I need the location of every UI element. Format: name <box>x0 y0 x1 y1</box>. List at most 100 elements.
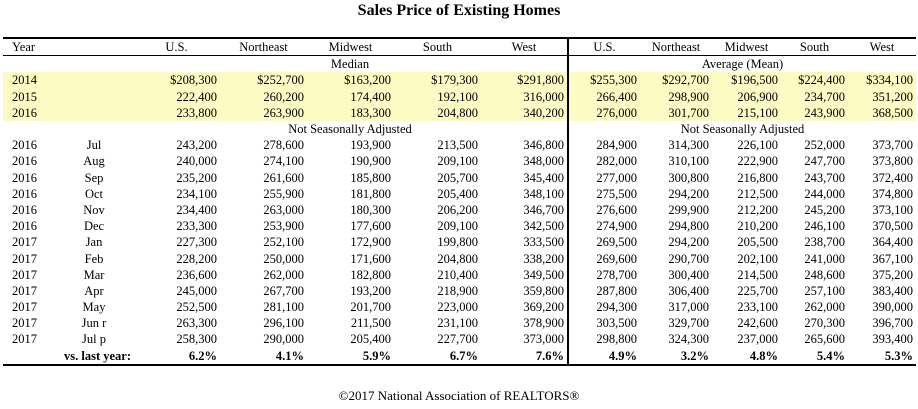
table-cell: 275,500 <box>596 186 637 201</box>
annual-row: 2015 222,400 260,200 174,400 192,100 316,000 2… <box>3 88 916 105</box>
row-spacer <box>55 88 133 105</box>
row-year: 2017 <box>12 332 37 347</box>
col-header-mean-south: South <box>781 37 848 57</box>
monthly-row: 2017 Apr 245,000 267,700 193,200 218,900 359,8… <box>3 282 916 299</box>
table-cell: 213,500 <box>437 138 478 153</box>
yoy-label: vs. last year: <box>3 347 133 366</box>
table-cell: 349,500 <box>481 266 569 283</box>
table-cell: 245,000 <box>176 283 217 298</box>
table-cell: 222,900 <box>737 154 778 169</box>
monthly-row: 2017 Feb 228,200 250,000 171,600 204,800 338,2… <box>3 250 916 267</box>
table-cell: 300,800 <box>668 170 709 185</box>
col-header-spacer <box>55 37 133 57</box>
table-cell: 236,600 <box>176 267 217 282</box>
table-cell: 262,000 <box>804 300 845 315</box>
table-cell: 214,500 <box>737 267 778 282</box>
table-cell: 193,900 <box>350 138 391 153</box>
monthly-row: 2016 Sep 235,200 261,600 185,800 205,700 345,4… <box>3 169 916 186</box>
nsa-label-row: Not Seasonally Adjusted Not Seasonally A… <box>3 120 916 138</box>
row-month: Jul p <box>82 332 106 347</box>
table-cell: $208,300 <box>133 72 220 89</box>
table-cell: 183,300 <box>307 104 394 121</box>
table-cell: 373,800 <box>872 154 913 169</box>
table-cell: 253,900 <box>263 219 304 234</box>
table-cell: 373,700 <box>872 138 913 153</box>
yoy-value: 5.9% <box>307 347 394 366</box>
table-cell: 269,600 <box>596 251 637 266</box>
table-cell: 216,800 <box>737 170 778 185</box>
row-month: Dec <box>83 219 105 234</box>
yoy-value: 6.7% <box>394 347 481 366</box>
table-cell: 180,300 <box>350 202 391 217</box>
table-cell: 243,700 <box>804 170 845 185</box>
table-cell: 282,000 <box>596 154 637 169</box>
yoy-value: 4.8% <box>712 347 781 366</box>
table-cell: 296,100 <box>263 316 304 331</box>
yoy-change-row: vs. last year: 6.2% 4.1% 5.9% 6.7% 7.6% 4.9% 3… <box>3 347 916 366</box>
annual-row: 2016 233,800 263,900 183,300 204,800 340,200 2… <box>3 104 916 121</box>
table-cell: 181,800 <box>350 186 391 201</box>
table-cell: 257,100 <box>804 283 845 298</box>
table-cell: 185,800 <box>350 170 391 185</box>
table-cell: 261,600 <box>263 170 304 185</box>
table-cell: 177,600 <box>350 219 391 234</box>
row-year: 2016 <box>12 138 37 153</box>
table-cell: 278,700 <box>596 267 637 282</box>
table-cell: 373,100 <box>872 202 913 217</box>
nsa-label-mean: Not Seasonally Adjusted <box>680 122 805 137</box>
table-cell: 298,900 <box>640 88 712 105</box>
row-month: Apr <box>84 283 104 298</box>
monthly-row: 2017 May 252,500 281,100 201,700 223,000 369,2… <box>3 299 916 316</box>
section-header-row: Median Average (Mean) <box>3 55 916 73</box>
table-cell: 231,100 <box>437 316 478 331</box>
table-cell: 225,700 <box>737 283 778 298</box>
table-cell: 274,900 <box>596 219 637 234</box>
table-cell: 210,200 <box>737 219 778 234</box>
table-cell: 234,700 <box>781 88 848 105</box>
table-cell: 244,000 <box>804 186 845 201</box>
monthly-row: 2016 Jul 243,200 278,600 193,900 213,500 346,8… <box>3 137 916 154</box>
row-year: 2017 <box>12 235 37 250</box>
table-cell: 346,700 <box>481 201 569 219</box>
yoy-value: 6.2% <box>133 347 220 366</box>
table-cell: 393,400 <box>872 332 913 347</box>
row-year: 2016 <box>12 170 37 185</box>
table-cell: 310,100 <box>668 154 709 169</box>
table-cell: 316,000 <box>481 88 569 105</box>
table-cell: 258,300 <box>176 332 217 347</box>
row-month: Jun r <box>81 316 107 331</box>
table-cell: 277,000 <box>596 170 637 185</box>
table-cell: 294,800 <box>668 219 709 234</box>
table-cell: 174,400 <box>307 88 394 105</box>
monthly-row: 2016 Aug 240,000 274,100 190,900 209,100 348,0… <box>3 153 916 170</box>
table-cell: 222,400 <box>133 88 220 105</box>
row-year: 2017 <box>12 300 37 315</box>
table-cell: 243,900 <box>781 104 848 121</box>
table-cell: 367,100 <box>872 251 913 266</box>
table-cell: 329,700 <box>668 316 709 331</box>
table-cell: 233,800 <box>133 104 220 121</box>
table-cell: 205,400 <box>437 186 478 201</box>
row-month: Sep <box>84 170 104 185</box>
table-cell: 276,600 <box>596 202 637 217</box>
table-cell: 235,200 <box>176 170 217 185</box>
table-cell: 233,100 <box>737 300 778 315</box>
col-header-mean-west: West <box>848 37 916 57</box>
table-cell: 342,500 <box>481 218 569 235</box>
table-cell: 242,600 <box>737 316 778 331</box>
row-year: 2016 <box>12 154 37 169</box>
table-cell: 299,900 <box>668 202 709 217</box>
table-cell: $179,300 <box>394 72 481 89</box>
table-cell: 274,100 <box>263 154 304 169</box>
table-cell: 237,000 <box>737 332 778 347</box>
row-month: Mar <box>83 267 105 282</box>
table-cell: 247,700 <box>804 154 845 169</box>
table-cell: 199,800 <box>437 235 478 250</box>
row-month: May <box>82 300 106 315</box>
table-cell: 243,200 <box>176 138 217 153</box>
table-cell: 252,500 <box>176 300 217 315</box>
table-cell: 372,400 <box>872 170 913 185</box>
table-cell: 267,700 <box>263 283 304 298</box>
row-year: 2017 <box>12 283 37 298</box>
table-cell: $291,800 <box>481 72 569 89</box>
